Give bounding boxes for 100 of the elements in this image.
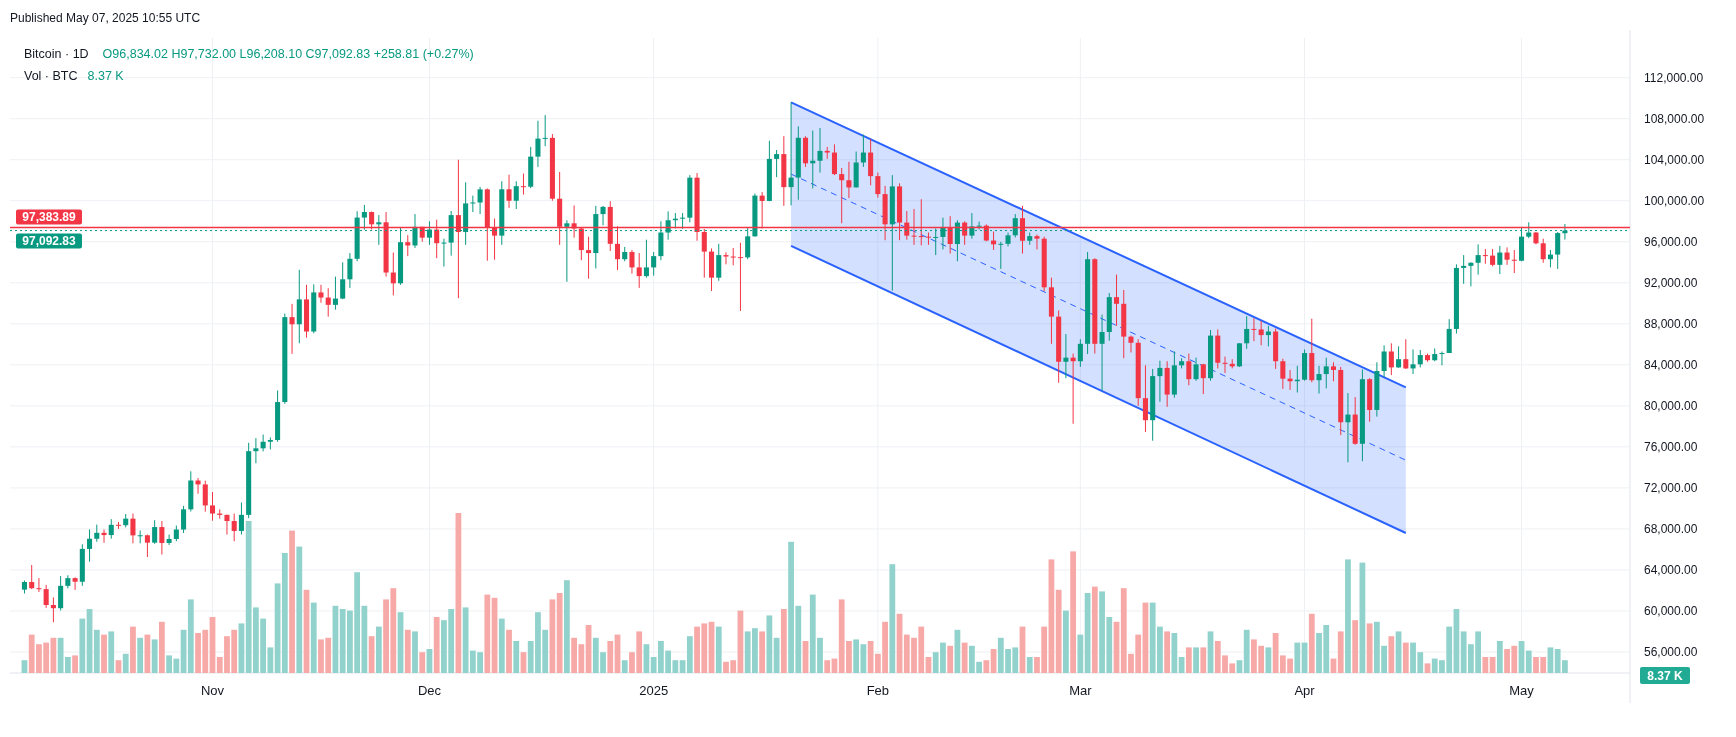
candlestick: [1381, 344, 1387, 378]
bar: [1171, 633, 1178, 673]
candlestick: [1461, 254, 1467, 285]
ref-line-label: 97,383.89: [22, 210, 77, 225]
candlestick: [1128, 335, 1134, 354]
bar: [310, 602, 317, 673]
candlestick: [1186, 353, 1192, 386]
bar: [1496, 641, 1503, 673]
bar: [1200, 647, 1207, 673]
bar: [101, 634, 107, 673]
candlestick: [238, 501, 244, 536]
candlestick: [542, 114, 548, 147]
candlestick: [1511, 249, 1517, 274]
candlestick: [87, 528, 93, 563]
candlestick: [1034, 234, 1040, 250]
y-tick-label: 84,000.00: [1644, 357, 1698, 372]
annotation: O96,834.02 H97,732.00 L96,208.10 C97,092.83 +258.81 (+0.27%): [102, 47, 474, 61]
bar: [1345, 559, 1351, 673]
candlestick: [325, 287, 331, 318]
bar: [375, 626, 382, 673]
candlestick: [50, 596, 56, 623]
bar: [1070, 551, 1077, 673]
candlestick: [860, 134, 866, 168]
candlestick: [340, 261, 346, 300]
candlestick: [586, 236, 592, 280]
bar: [122, 653, 129, 673]
y-tick-label: 100,000.00: [1644, 193, 1705, 208]
text: Bitcoin · 1D: [24, 47, 89, 61]
text: 8.37 K: [1647, 669, 1684, 683]
candlestick: [1063, 333, 1069, 379]
bar: [686, 636, 693, 673]
bar: [1055, 589, 1062, 673]
candlestick: [774, 149, 780, 178]
candlestick: [347, 252, 353, 289]
bar: [621, 660, 628, 673]
candlestick: [260, 434, 266, 452]
x-tick-label: Nov: [200, 683, 225, 698]
chart-title: Vol · BTC: [24, 69, 78, 83]
candlestick: [1396, 345, 1402, 369]
bar: [187, 599, 194, 673]
bar: [1091, 586, 1098, 673]
y-tick-label: 72,000.00: [1644, 480, 1698, 495]
bar: [715, 626, 722, 673]
y-tick-label: 76,000.00: [1644, 439, 1698, 454]
bar: [1193, 647, 1199, 673]
x-tick-label: 2025: [639, 683, 669, 698]
bar: [1525, 650, 1532, 673]
candlestick: [1323, 357, 1329, 389]
candlestick: [636, 252, 642, 289]
candlestick: [231, 513, 237, 542]
bar: [1243, 629, 1250, 673]
candlestick: [723, 251, 729, 265]
candlestick: [506, 174, 512, 209]
candlestick: [1258, 320, 1264, 346]
candlestick: [101, 529, 107, 544]
candlestick: [253, 437, 259, 464]
bar: [563, 580, 570, 673]
bar: [289, 530, 295, 673]
bar: [484, 594, 491, 673]
candlestick: [998, 241, 1004, 270]
candlestick: [1403, 338, 1409, 370]
y-tick-label: 56,000.00: [1644, 644, 1698, 659]
bar: [766, 615, 773, 673]
y-tick-label: 108,000.00: [1644, 111, 1705, 126]
candlestick: [332, 276, 338, 311]
y-tick-label: 92,000.00: [1644, 275, 1698, 290]
candlestick: [846, 161, 852, 199]
candlestick: [535, 120, 541, 168]
bar: [824, 660, 831, 673]
bar: [759, 631, 766, 673]
bar: [296, 546, 303, 673]
bar: [130, 626, 136, 673]
candlestick: [730, 247, 736, 266]
annotation: 8.37 K: [87, 69, 125, 83]
candlestick: [289, 303, 295, 355]
bar: [961, 642, 968, 673]
candlestick: [651, 251, 657, 277]
candlestick: [361, 204, 367, 231]
candlestick: [520, 173, 527, 196]
candlestick: [1330, 361, 1337, 382]
candlestick: [1222, 356, 1228, 374]
candlestick: [1280, 358, 1286, 390]
bar: [419, 652, 426, 673]
candlestick: [1388, 342, 1394, 376]
candlestick: [441, 238, 447, 268]
bar: [433, 617, 440, 673]
bar: [79, 618, 86, 673]
bar: [72, 655, 78, 673]
bar: [1185, 647, 1192, 673]
candlestick: [600, 205, 606, 226]
candlestick: [1142, 364, 1148, 433]
candlestick: [1316, 365, 1322, 395]
candlestick: [1410, 348, 1416, 375]
candlestick: [1497, 245, 1503, 275]
bar: [1178, 657, 1185, 673]
x-tick-label: Mar: [1069, 683, 1093, 698]
bar: [1063, 610, 1069, 673]
candlestick: [925, 232, 932, 246]
bar: [889, 564, 896, 673]
bar: [404, 629, 411, 673]
